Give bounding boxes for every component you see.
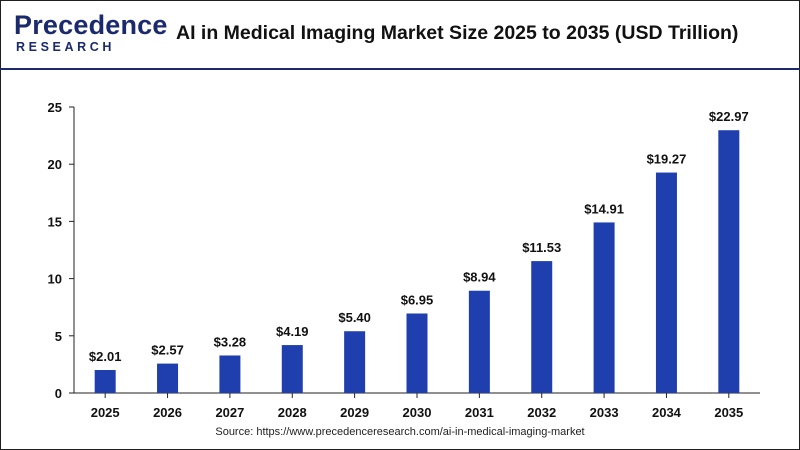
data-label: $2.01 <box>89 349 122 364</box>
data-label: $3.28 <box>214 334 247 349</box>
y-tick-label: 15 <box>48 214 62 229</box>
x-tick-label: 2035 <box>714 405 743 420</box>
bar <box>718 130 740 393</box>
x-tick-label: 2028 <box>278 405 307 420</box>
y-tick-label: 0 <box>55 386 62 401</box>
data-label: $14.91 <box>584 201 624 216</box>
x-tick-label: 2032 <box>527 405 556 420</box>
bar <box>531 261 553 393</box>
logo-subtitle: RESEARCH <box>16 40 115 54</box>
data-label: $2.57 <box>151 343 184 358</box>
x-tick-label: 2025 <box>91 405 120 420</box>
x-tick-label: 2029 <box>340 405 369 420</box>
data-label: $19.27 <box>647 152 687 167</box>
data-label: $11.53 <box>522 240 561 255</box>
data-label: $8.94 <box>463 270 496 285</box>
bar-chart: 0510152025$2.012025$2.572026$3.282027$4.… <box>48 100 760 420</box>
data-label: $22.97 <box>709 109 749 124</box>
y-tick-label: 5 <box>55 329 62 344</box>
y-tick-label: 10 <box>48 272 62 287</box>
bar <box>281 345 303 393</box>
y-tick-label: 25 <box>48 100 62 115</box>
source-note: Source: https://www.precedenceresearch.c… <box>215 426 585 438</box>
x-tick-label: 2031 <box>465 405 494 420</box>
data-label: $5.40 <box>338 310 371 325</box>
bar <box>344 331 366 393</box>
bar <box>655 172 677 393</box>
x-tick-label: 2027 <box>215 405 244 420</box>
header: Precedence RESEARCH AI in Medical Imagin… <box>0 0 800 68</box>
bar <box>593 222 615 393</box>
logo-wordmark: Precedence <box>14 10 168 40</box>
header-divider <box>0 68 800 70</box>
bar <box>219 355 241 393</box>
y-tick-label: 20 <box>48 157 62 172</box>
bar <box>94 370 116 393</box>
chart-title: AI in Medical Imaging Market Size 2025 t… <box>176 22 739 44</box>
x-tick-label: 2033 <box>590 405 619 420</box>
x-tick-label: 2026 <box>153 405 182 420</box>
bar <box>157 363 179 393</box>
bar <box>468 290 490 393</box>
bar <box>406 313 428 393</box>
x-tick-label: 2030 <box>403 405 432 420</box>
x-tick-label: 2034 <box>652 405 682 420</box>
data-label: $6.95 <box>401 292 434 307</box>
data-label: $4.19 <box>276 324 309 339</box>
brand-logo: Precedence RESEARCH <box>14 10 167 60</box>
